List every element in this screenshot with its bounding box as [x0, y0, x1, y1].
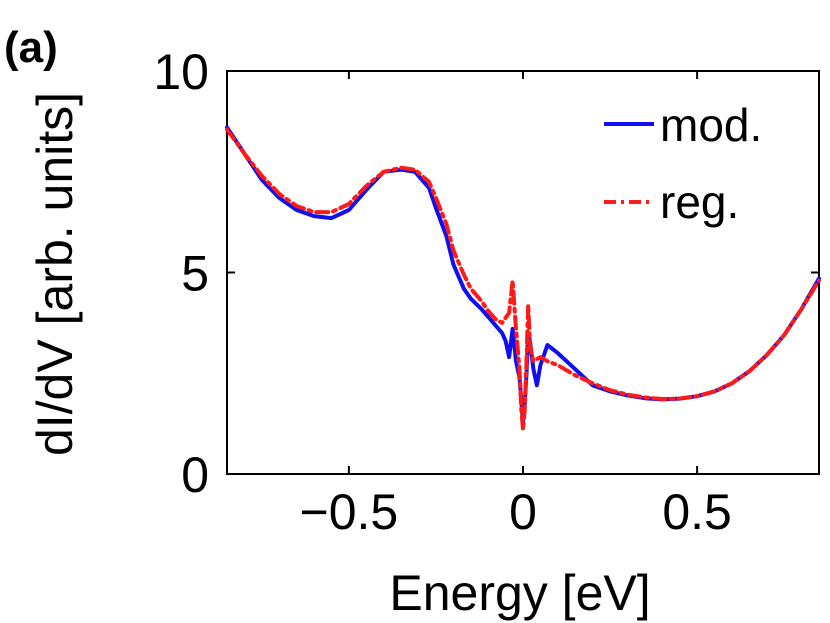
- y-tick-label: 5: [181, 246, 209, 302]
- series-line-mod: [225, 125, 821, 424]
- y-tick-label: 0: [181, 447, 209, 503]
- y-axis-title: dI/dV [arb. units]: [27, 92, 83, 456]
- legend-label-mod: mod.: [660, 99, 762, 151]
- x-axis-title: Energy [eV]: [389, 565, 650, 621]
- legend: mod. reg.: [604, 99, 762, 228]
- x-tick-label: −0.5: [300, 484, 399, 540]
- series-line-reg: [225, 127, 821, 432]
- x-tick-label: 0: [509, 484, 537, 540]
- y-tick-label: 10: [153, 44, 209, 100]
- x-tick-label: 0.5: [662, 484, 732, 540]
- legend-label-reg: reg.: [660, 176, 739, 228]
- ticks: −0.5 0 0.5 0 5 10: [153, 44, 819, 540]
- series-layer: [225, 125, 821, 432]
- panel-label: (a): [4, 23, 58, 72]
